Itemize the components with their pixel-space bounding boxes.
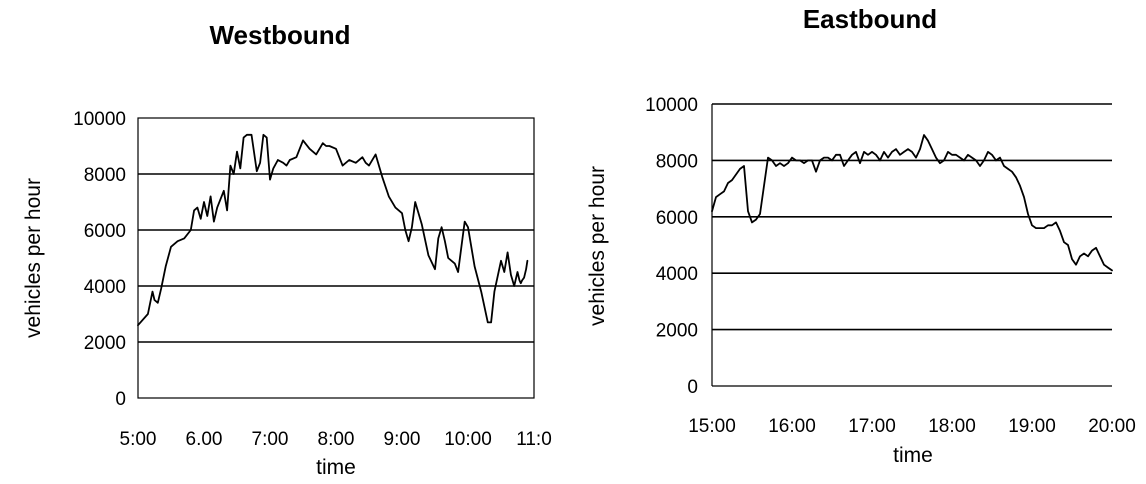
eastbound-x-tick-label: 15:00 — [688, 416, 736, 437]
westbound-x-tick-label: 8:00 — [318, 429, 355, 450]
eastbound-y-tick-label: 10000 — [645, 95, 698, 116]
eastbound-x-tick-label: 16:00 — [768, 416, 816, 437]
eastbound-y-tick-label: 0 — [687, 377, 698, 398]
eastbound-y-tick-label: 8000 — [656, 151, 698, 172]
eastbound-y-axis-label: vehicles per hour — [586, 166, 609, 326]
westbound-y-tick-labels: 0 2000 4000 6000 8000 10000 — [73, 109, 126, 410]
westbound-x-tick-label: 7:00 — [252, 429, 289, 450]
eastbound-x-tick-label: 19:00 — [1008, 416, 1056, 437]
eastbound-series-line — [711, 134, 1113, 272]
westbound-x-tick-labels: 5:00 6.00 7:00 8:00 9:00 10:00 11:0 — [120, 429, 552, 450]
eastbound-x-axis-label: time — [893, 444, 933, 467]
eastbound-gridlines — [712, 103, 1112, 331]
eastbound-x-tick-label: 17:00 — [848, 416, 896, 437]
eastbound-x-tick-label: 20:00 — [1088, 416, 1136, 437]
westbound-x-tick-label: 11:0 — [516, 429, 552, 450]
westbound-y-tick-label: 6000 — [84, 221, 126, 242]
eastbound-y-tick-label: 4000 — [656, 264, 698, 285]
eastbound-chart: Eastbound 0 2000 4000 6000 8000 10000 15:00 16… — [586, 4, 1136, 467]
westbound-x-tick-label: 10:00 — [444, 429, 492, 450]
westbound-series-line — [137, 133, 529, 327]
westbound-plot-frame — [137, 117, 535, 399]
westbound-y-tick-label: 8000 — [84, 165, 126, 186]
eastbound-x-tick-labels: 15:00 16:00 17:00 18:00 19:00 20:00 — [688, 416, 1136, 437]
eastbound-chart-title: Eastbound — [803, 4, 937, 34]
westbound-x-tick-label: 6.00 — [186, 429, 223, 450]
eastbound-x-tick-label: 18:00 — [928, 416, 976, 437]
westbound-x-tick-label: 5:00 — [120, 429, 157, 450]
eastbound-y-tick-labels: 0 2000 4000 6000 8000 10000 — [645, 95, 698, 398]
westbound-chart: Westbound 0 2000 4000 6000 8000 10000 5:00 6.0… — [22, 20, 552, 479]
westbound-x-tick-label: 9:00 — [384, 429, 421, 450]
eastbound-y-tick-label: 6000 — [656, 208, 698, 229]
eastbound-y-tick-label: 2000 — [656, 321, 698, 342]
westbound-chart-title: Westbound — [209, 20, 350, 50]
westbound-x-axis-label: time — [316, 456, 356, 479]
westbound-y-tick-label: 10000 — [73, 109, 126, 130]
westbound-gridlines — [138, 173, 534, 343]
westbound-y-tick-label: 0 — [115, 389, 126, 410]
westbound-y-tick-label: 4000 — [84, 277, 126, 298]
westbound-y-axis-label: vehicles per hour — [22, 178, 45, 338]
westbound-y-tick-label: 2000 — [84, 333, 126, 354]
